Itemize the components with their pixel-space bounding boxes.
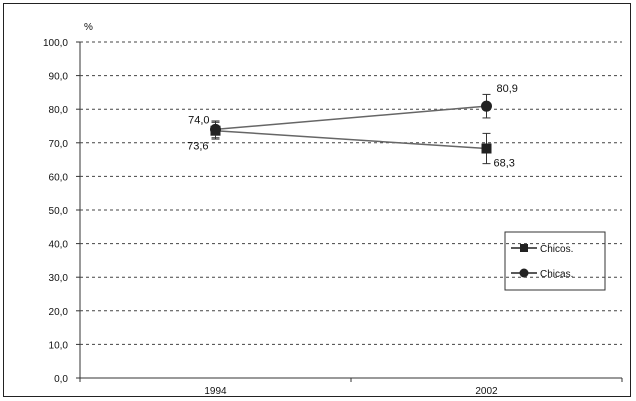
legend-item-chicas: Chicas.	[511, 268, 573, 280]
y-tick-label: 50,0	[49, 206, 69, 217]
legend-item-chicos: Chicos.	[511, 244, 573, 255]
legend: Chicos. Chicas.	[504, 231, 606, 291]
legend-circle-marker	[519, 268, 529, 278]
y-tick-label: 20,0	[49, 307, 69, 318]
y-tick-label: 10,0	[49, 340, 69, 351]
legend-square-marker	[520, 244, 528, 252]
legend-box	[504, 231, 606, 291]
data-label: 73,6	[187, 141, 208, 153]
chart-frame	[3, 3, 631, 397]
legend-label-chicas: Chicas.	[540, 269, 573, 280]
y-axis-label: %	[84, 22, 93, 33]
data-point-circle	[481, 100, 492, 112]
y-tick-label: 80,0	[49, 105, 69, 116]
legend-label-chicos: Chicos.	[540, 244, 573, 255]
data-point-circle	[210, 123, 221, 135]
data-label: 68,3	[494, 158, 515, 170]
series-line-1	[215, 105, 487, 131]
y-tick-label: 40,0	[49, 240, 69, 251]
y-tick-label: 30,0	[49, 273, 69, 284]
data-label: 80,9	[497, 83, 518, 95]
data-label: 74,0	[188, 114, 209, 126]
x-tick-label: 2002	[475, 386, 498, 397]
y-tick-label: 100,0	[43, 38, 68, 49]
series-line-0	[215, 129, 487, 150]
y-tick-label: 60,0	[49, 172, 69, 183]
x-tick-label: 1994	[204, 386, 227, 397]
data-point-square	[481, 143, 492, 154]
y-tick-label: 0,0	[54, 374, 68, 385]
y-tick-label: 90,0	[49, 72, 69, 83]
y-tick-label: 70,0	[49, 139, 69, 150]
